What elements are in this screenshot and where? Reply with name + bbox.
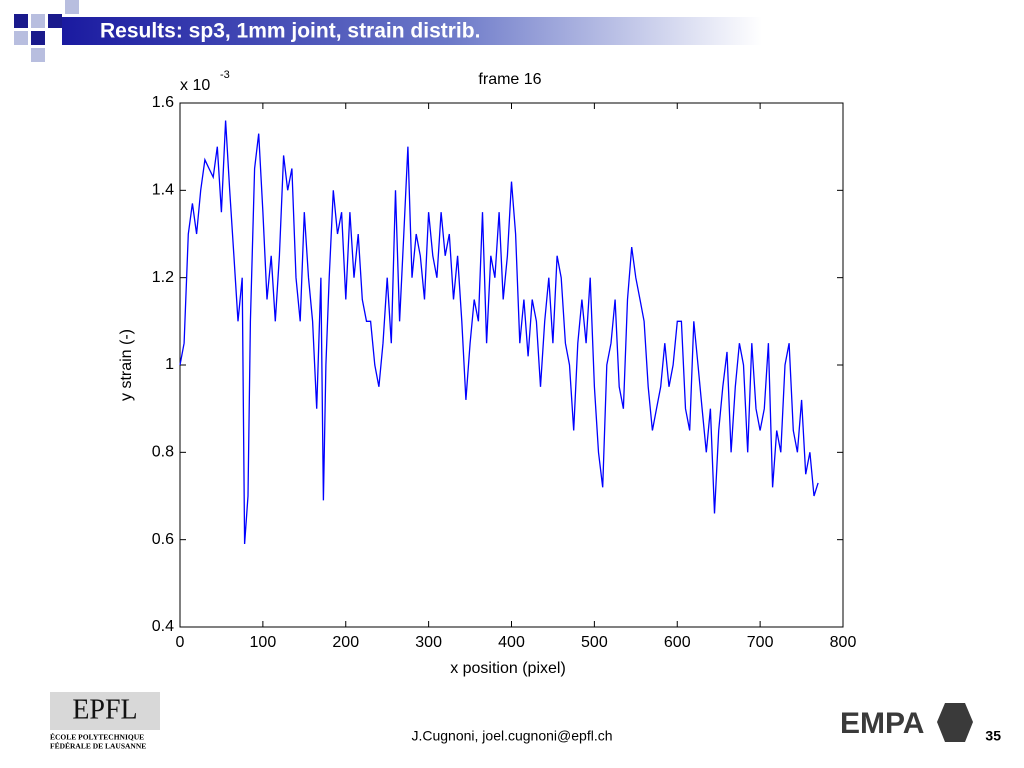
y-tick-label: 1.2 <box>152 269 174 286</box>
empa-logo: EMPA <box>840 703 973 742</box>
epfl-logo: EPFL ÉCOLE POLYTECHNIQUE FÉDÉRALE DE LAU… <box>50 692 160 751</box>
epfl-logo-line: FÉDÉRALE DE LAUSANNE <box>50 741 146 751</box>
y-tick-label: 1 <box>165 356 174 373</box>
x-axis-label: x position (pixel) <box>450 660 566 677</box>
y-multiplier: x 10 <box>180 77 210 94</box>
y-multiplier-exponent: -3 <box>220 69 230 81</box>
y-tick-label: 1.4 <box>152 182 174 199</box>
y-tick-label: 0.6 <box>152 531 174 548</box>
y-tick-label: 0.8 <box>152 444 174 461</box>
x-tick-label: 800 <box>830 634 857 651</box>
chart: 0 100 200 300 400 500 600 700 800 0.4 0.6 0.8 1 1.2 1.… <box>118 69 856 677</box>
x-tick-label: 0 <box>176 634 185 651</box>
empa-logo-text: EMPA <box>840 707 924 740</box>
x-tick-label: 500 <box>581 634 608 651</box>
footer-author: J.Cugnoni, joel.cugnoni@epfl.ch <box>411 728 612 744</box>
x-tick-label: 400 <box>498 634 525 651</box>
x-tick-label: 300 <box>415 634 442 651</box>
data-line <box>179 120 819 545</box>
slide-title: Results: sp3, 1mm joint, strain distrib. <box>100 20 480 43</box>
title-bar <box>62 17 762 45</box>
y-tick-label: 0.4 <box>152 618 174 635</box>
x-tick-label: 200 <box>332 634 359 651</box>
epfl-logo-text: EPFL <box>72 694 137 725</box>
chart-title: frame 16 <box>478 71 541 88</box>
x-tick-label: 600 <box>664 634 691 651</box>
x-tick-label: 100 <box>250 634 277 651</box>
page-number: 35 <box>985 728 1001 744</box>
y-axis-label: y strain (-) <box>118 329 135 401</box>
x-tick-label: 700 <box>747 634 774 651</box>
epfl-logo-line: ÉCOLE POLYTECHNIQUE <box>50 732 144 742</box>
title-decoration <box>14 0 79 62</box>
y-tick-label: 1.6 <box>152 94 174 111</box>
